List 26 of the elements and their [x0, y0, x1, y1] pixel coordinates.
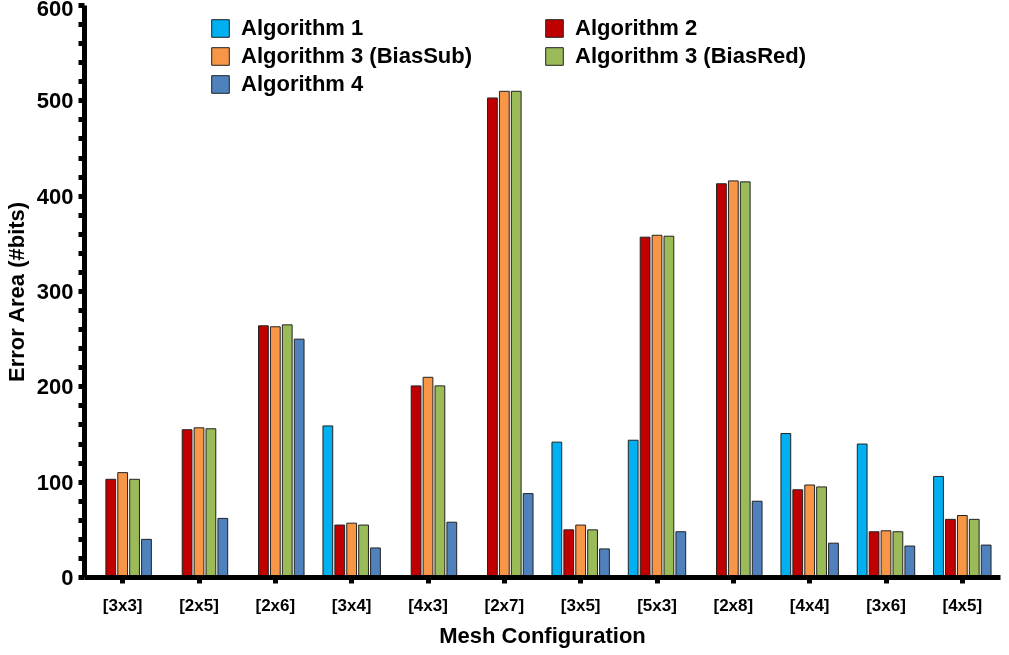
y-tick-label: 300: [36, 279, 74, 304]
x-tick-label: [3x6]: [866, 595, 906, 615]
x-tick-label: [3x5]: [560, 595, 601, 615]
x-tick-label: [4x5]: [942, 595, 983, 615]
y-tick-label: 200: [36, 374, 74, 400]
y-tick-label: 400: [36, 183, 74, 209]
x-tick-label: [2x8]: [713, 595, 754, 615]
x-tick-label: [3x4]: [331, 595, 372, 615]
x-tick-label: [2x7]: [484, 595, 525, 615]
legend-label: Algorithm 3 (BiasRed): [575, 43, 808, 69]
x-tick-label: [3x3]: [102, 595, 143, 615]
y-tick-label: 0: [61, 565, 74, 590]
x-axis-title: Mesh Configuration: [439, 622, 646, 648]
x-tick-label: [2x6]: [255, 595, 296, 615]
legend-label: Algorithm 4: [241, 71, 365, 97]
y-tick-label: 500: [36, 88, 74, 114]
x-tick-label: [4x4]: [789, 595, 830, 615]
legend-label: Algorithm 2: [575, 15, 699, 41]
legend-label: Algorithm 1: [241, 15, 365, 41]
y-tick-label: 600: [36, 0, 74, 21]
legend-label: Algorithm 3 (BiasSub): [241, 43, 473, 69]
y-axis-title: Error Area (#bits): [3, 201, 29, 382]
x-tick-label: [4x3]: [408, 595, 448, 615]
x-tick-label: [2x5]: [179, 595, 219, 615]
y-tick-label: 100: [36, 469, 74, 495]
x-tick-label: [5x3]: [637, 595, 677, 615]
